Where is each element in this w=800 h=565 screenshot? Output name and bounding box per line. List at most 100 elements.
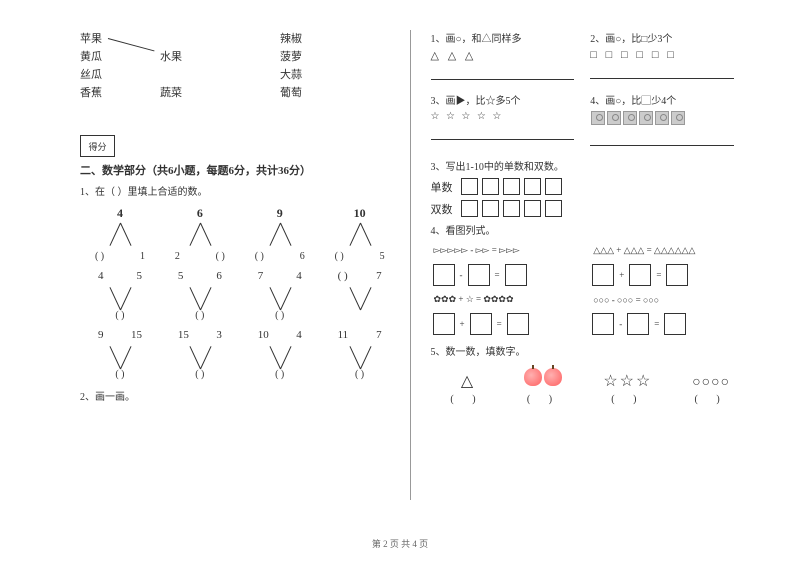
eq-pictogram: ✿✿✿ + ☆ = ✿✿✿✿ (434, 294, 514, 305)
split-left[interactable]: ( ) (335, 251, 344, 262)
answer-box[interactable] (503, 178, 520, 195)
question-label: 4、看图列式。 (431, 222, 751, 237)
match-item (160, 66, 182, 84)
odd-label: 单数 (431, 179, 453, 195)
merge-tl: 15 (178, 329, 189, 341)
merge-tl: 9 (98, 329, 104, 341)
match-item: 蔬菜 (160, 84, 182, 102)
merge-tr: 7 (376, 329, 382, 341)
eq-input[interactable] (505, 264, 527, 286)
eq-input[interactable] (433, 264, 455, 286)
eq-pictogram: ▻▻▻▻▻ - ▻▻ = ▻▻▻ (434, 245, 520, 256)
merge-tl: 4 (98, 270, 104, 282)
answer-line[interactable] (431, 66, 575, 80)
answer-line[interactable] (431, 126, 575, 140)
question-label: 5、数一数，填数字。 (431, 343, 751, 358)
score-box[interactable]: 得分 (80, 135, 115, 157)
number-merge-row: 45( ) 56( ) 74( ) ( )7 (80, 270, 400, 321)
split-left[interactable]: ( ) (95, 251, 104, 262)
split-top: 4 (90, 206, 150, 221)
merge-bot[interactable]: ( ) (90, 369, 150, 380)
match-item: 葡萄 (280, 84, 302, 102)
split-right: 5 (380, 251, 385, 262)
merge-tr: 6 (216, 270, 222, 282)
answer-box[interactable] (524, 200, 541, 217)
plus-icon: + (619, 270, 624, 280)
match-item: 黄瓜 (80, 48, 102, 66)
eq-input[interactable] (627, 313, 649, 335)
merge-bot[interactable]: ( ) (90, 310, 150, 321)
oval-icon: ○○○○ (692, 375, 730, 391)
equals-icon: = (497, 319, 502, 329)
merge-tl: 5 (178, 270, 184, 282)
number-split-row: 4( )1 62( ) 9( )6 10( )5 (80, 206, 400, 262)
merge-bot[interactable]: ( ) (250, 369, 310, 380)
merge-tr: 7 (376, 270, 382, 282)
minus-icon: - (619, 319, 622, 329)
answer-box[interactable] (482, 178, 499, 195)
eq-input[interactable] (592, 313, 614, 335)
triangle-icon: △ (450, 371, 483, 391)
answer-box[interactable] (461, 200, 478, 217)
eq-input[interactable] (666, 264, 688, 286)
merge-tr: 15 (131, 329, 142, 341)
count-answer[interactable]: ( ) (692, 394, 730, 405)
question-label: 2、画一画。 (80, 388, 400, 403)
match-item: 辣椒 (280, 30, 302, 48)
merge-tr: 4 (296, 270, 302, 282)
merge-bot[interactable]: ( ) (170, 369, 230, 380)
eq-input[interactable] (470, 313, 492, 335)
split-right[interactable]: ( ) (216, 251, 225, 262)
merge-bot[interactable]: ( ) (330, 369, 390, 380)
eq-input[interactable] (507, 313, 529, 335)
eq-pictogram: ○○○ - ○○○ = ○○○ (593, 295, 659, 305)
eq-input[interactable] (433, 313, 455, 335)
question-label: 3、写出1-10中的单数和双数。 (431, 158, 751, 173)
shapes-display (590, 111, 750, 128)
merge-bot[interactable]: ( ) (250, 310, 310, 321)
count-answer[interactable]: ( ) (603, 394, 652, 405)
match-line (108, 38, 155, 51)
merge-tl[interactable]: ( ) (338, 270, 348, 282)
split-top: 6 (170, 206, 230, 221)
answer-box[interactable] (461, 178, 478, 195)
split-left[interactable]: ( ) (255, 251, 264, 262)
equals-icon: = (495, 270, 500, 280)
merge-bot[interactable]: ( ) (170, 310, 230, 321)
eq-input[interactable] (629, 264, 651, 286)
draw-label: 1、画○，和△同样多 (431, 30, 591, 45)
equals-icon: = (654, 319, 659, 329)
question-label: 1、在（ ）里填上合适的数。 (80, 183, 400, 198)
answer-box[interactable] (482, 200, 499, 217)
star-icon: ☆☆☆ (603, 371, 652, 391)
section-title: 二、数学部分（共6小题，每题6分，共计36分） (80, 162, 400, 178)
merge-tr: 3 (216, 329, 222, 341)
eq-input[interactable] (592, 264, 614, 286)
shapes-display: □ □ □ □ □ □ (590, 49, 750, 61)
minus-icon: - (460, 270, 463, 280)
answer-box[interactable] (503, 200, 520, 217)
answer-line[interactable] (590, 65, 734, 79)
match-item: 香蕉 (80, 84, 102, 102)
matching-exercise: 苹果 黄瓜 丝瓜 香蕉 水果 蔬菜 辣椒 菠萝 大蒜 葡萄 (80, 30, 400, 120)
answer-box[interactable] (545, 200, 562, 217)
split-right: 1 (140, 251, 145, 262)
draw-label: 2、画○，比□少3个 (590, 30, 750, 45)
count-answer[interactable]: ( ) (450, 394, 483, 405)
draw-label: 4、画○，比▢少4个 (590, 92, 750, 107)
answer-line[interactable] (590, 132, 734, 146)
eq-input[interactable] (664, 313, 686, 335)
merge-tr: 4 (296, 329, 302, 341)
answer-box[interactable] (524, 178, 541, 195)
draw-label: 3、画▶，比☆多5个 (431, 92, 591, 107)
shapes-display: ☆ ☆ ☆ ☆ ☆ (431, 111, 591, 122)
count-answer[interactable]: ( ) (523, 394, 563, 405)
match-item: 大蒜 (280, 66, 302, 84)
eq-input[interactable] (468, 264, 490, 286)
merge-tl: 10 (258, 329, 269, 341)
equals-icon: = (656, 270, 661, 280)
split-right: 6 (300, 251, 305, 262)
split-top: 10 (330, 206, 390, 221)
split-top: 9 (250, 206, 310, 221)
answer-box[interactable] (545, 178, 562, 195)
